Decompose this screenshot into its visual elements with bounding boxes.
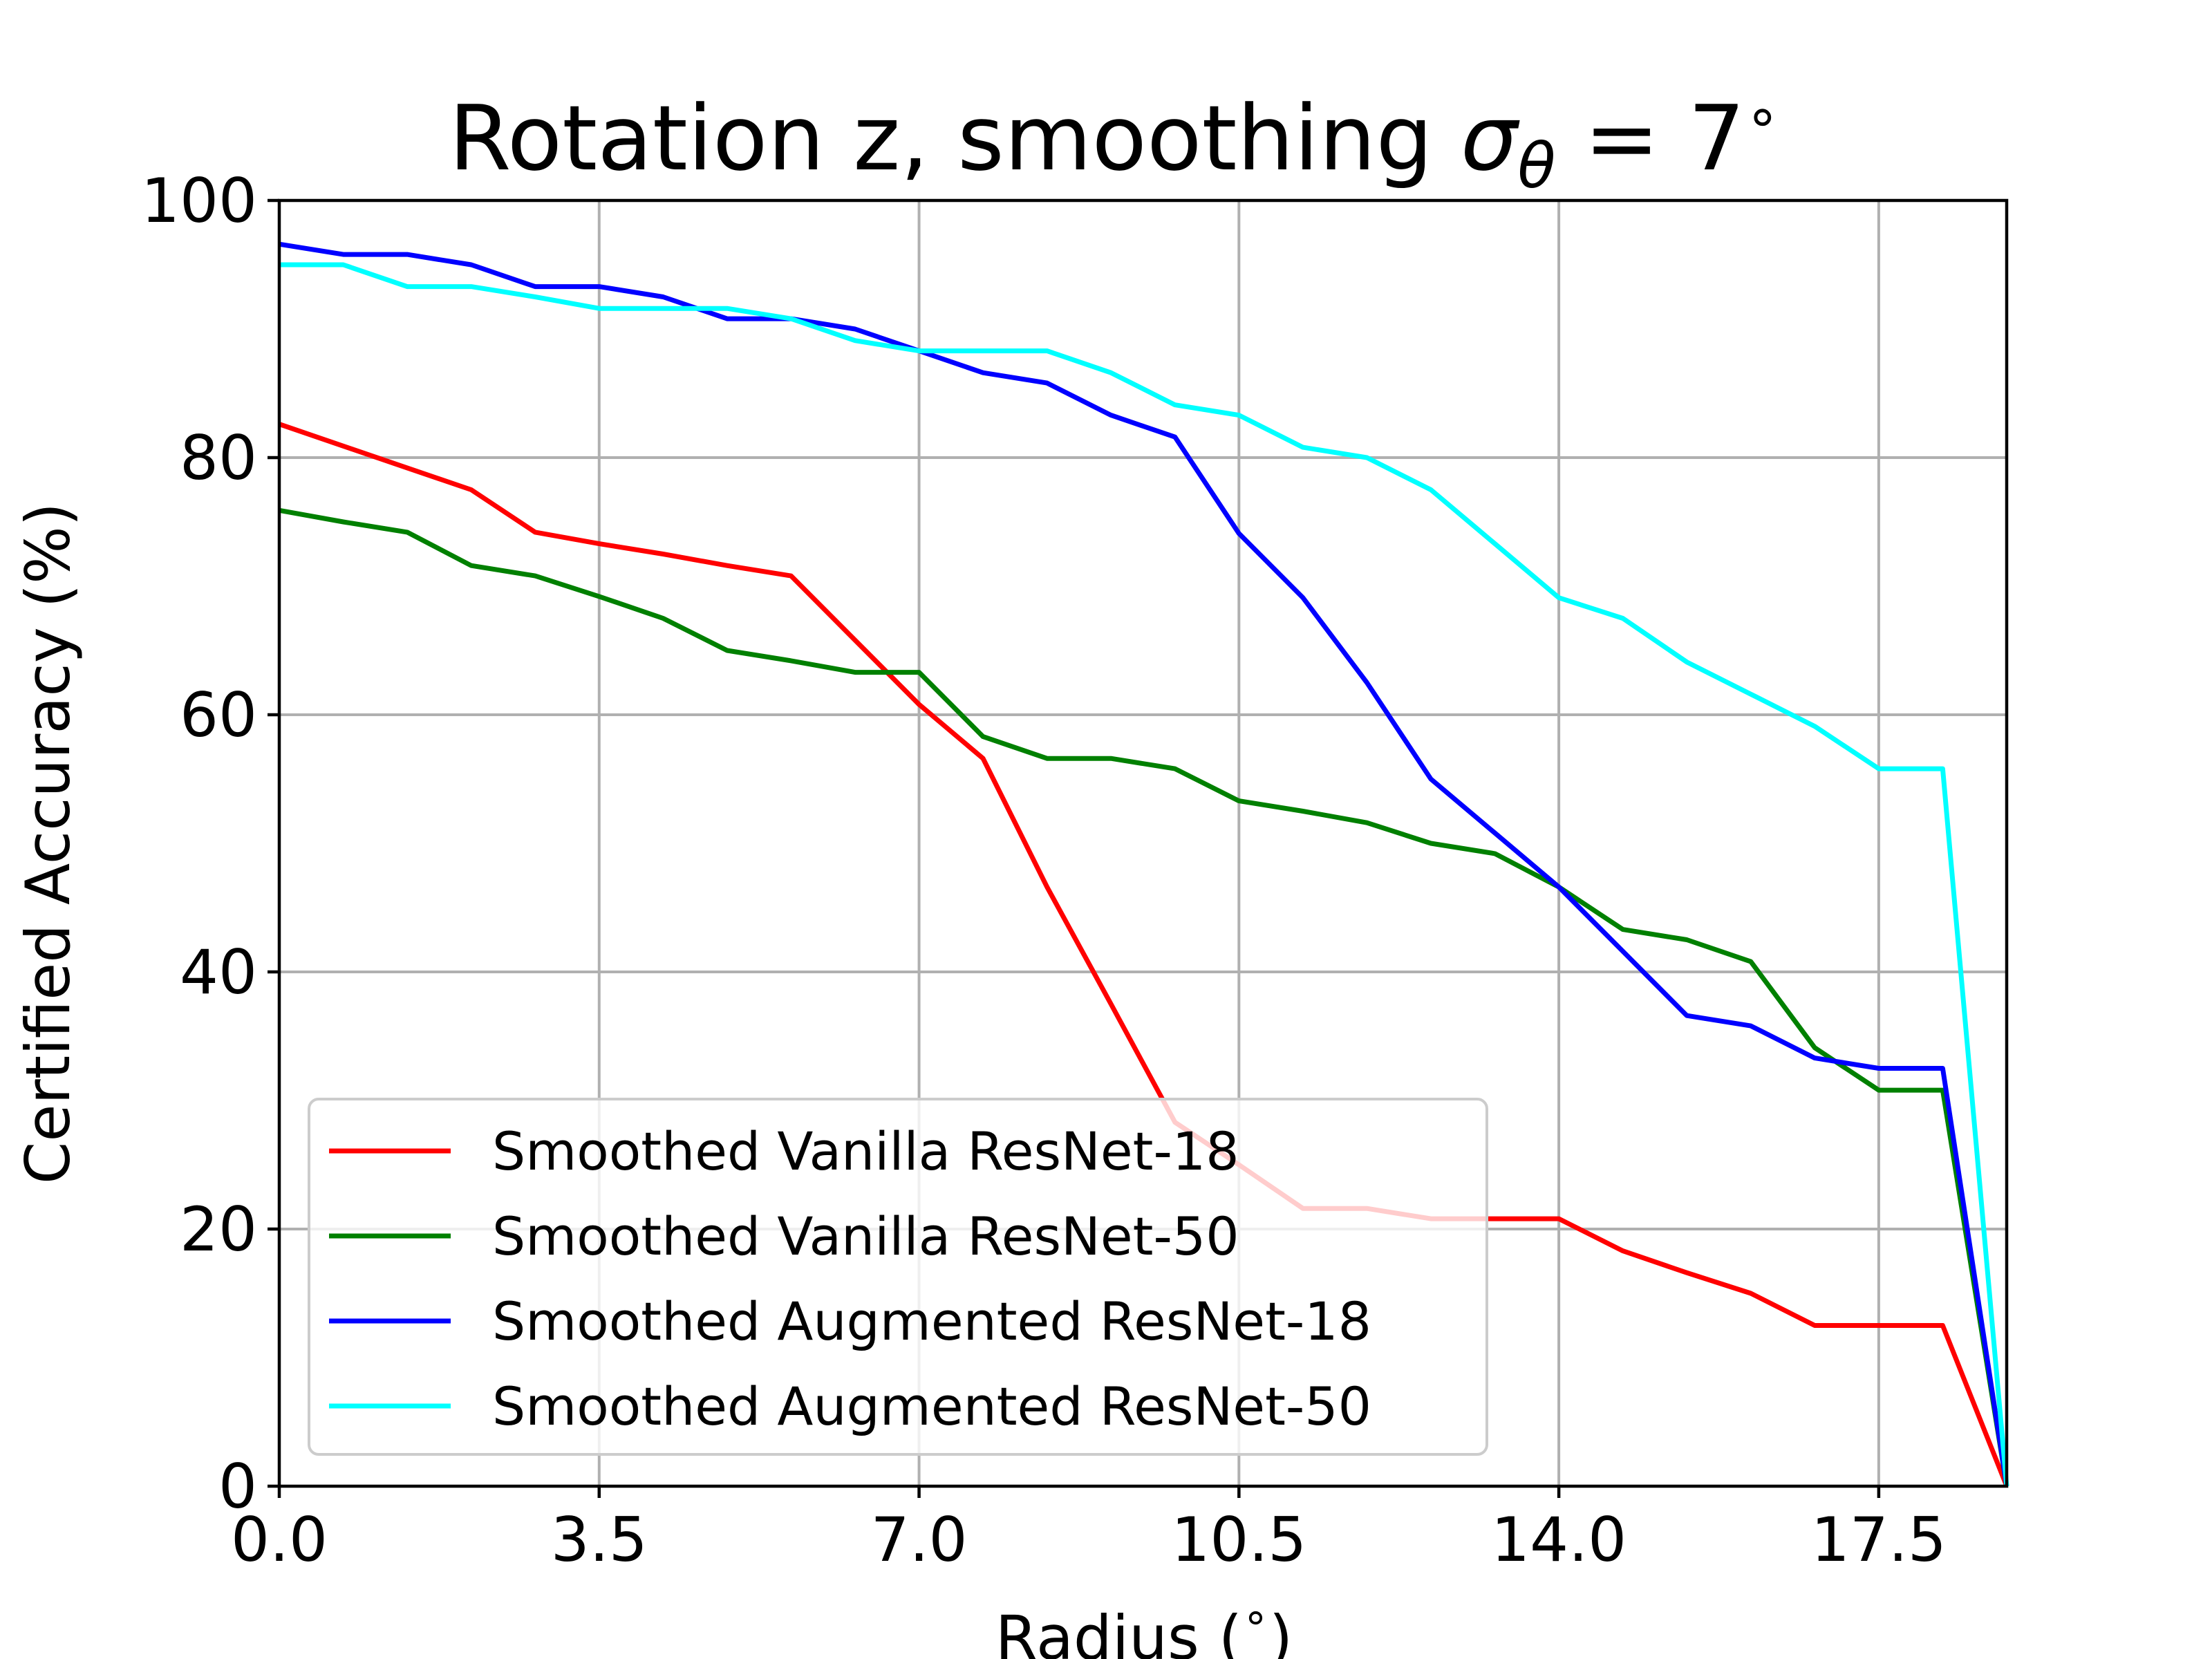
x-tick-label: 14.0 xyxy=(1491,1504,1627,1575)
series-line-3 xyxy=(279,241,2009,1487)
series-line-2 xyxy=(279,507,2009,1487)
series-layer xyxy=(278,241,2009,1488)
legend-entries: Smoothed Vanilla ResNet-18 Smoothed Vanil… xyxy=(329,1121,1371,1437)
tick-layer: 0.0 3.5 7.0 10.5 14.0 17.5 0 20 40 60 80 100 xyxy=(141,165,1947,1575)
x-tick-label: 10.5 xyxy=(1171,1504,1306,1575)
y-axis-label: Certified Accuracy (%) xyxy=(12,503,84,1184)
legend: Smoothed Vanilla ResNet-18 Smoothed Vanil… xyxy=(308,1098,1488,1456)
title-degree-symbol: ∘ xyxy=(1745,84,1780,148)
x-tick-label: 17.5 xyxy=(1811,1504,1947,1575)
y-tick-label: 40 xyxy=(180,937,257,1008)
legend-label: Smoothed Augmented ResNet-50 xyxy=(492,1376,1371,1437)
x-tick-label: 3.5 xyxy=(551,1504,648,1575)
legend-box xyxy=(308,1098,1488,1456)
chart-title: Rotation z, smoothing σθ = 7∘ xyxy=(449,84,1780,203)
legend-label: Smoothed Vanilla ResNet-50 xyxy=(492,1206,1239,1267)
x-axis-label-text: Radius ( xyxy=(995,1602,1242,1659)
title-text: Rotation z, smoothing xyxy=(449,86,1433,191)
y-tick-label: 80 xyxy=(180,422,257,494)
legend-label: Smoothed Augmented ResNet-18 xyxy=(492,1291,1371,1352)
x-axis-label-close: ) xyxy=(1269,1602,1293,1659)
x-tick-label: 7.0 xyxy=(871,1504,968,1575)
series-line-4 xyxy=(279,262,2009,1487)
x-tick-label: 0.0 xyxy=(231,1504,328,1575)
legend-label: Smoothed Vanilla ResNet-18 xyxy=(492,1121,1239,1182)
axes-frame xyxy=(277,198,2009,1488)
y-tick-label: 20 xyxy=(180,1194,257,1265)
title-theta-subscript: θ xyxy=(1517,130,1555,203)
series-line-1 xyxy=(278,422,2009,1488)
y-tick-label: 60 xyxy=(180,679,257,751)
title-sigma-symbol: σ xyxy=(1461,86,1520,191)
y-tick-label: 100 xyxy=(141,165,257,236)
x-axis-label-degree: ∘ xyxy=(1242,1591,1269,1642)
title-value: = 7 xyxy=(1555,86,1745,191)
y-tick-label: 0 xyxy=(218,1451,257,1522)
x-axis-label: Radius (∘) xyxy=(995,1591,1293,1659)
